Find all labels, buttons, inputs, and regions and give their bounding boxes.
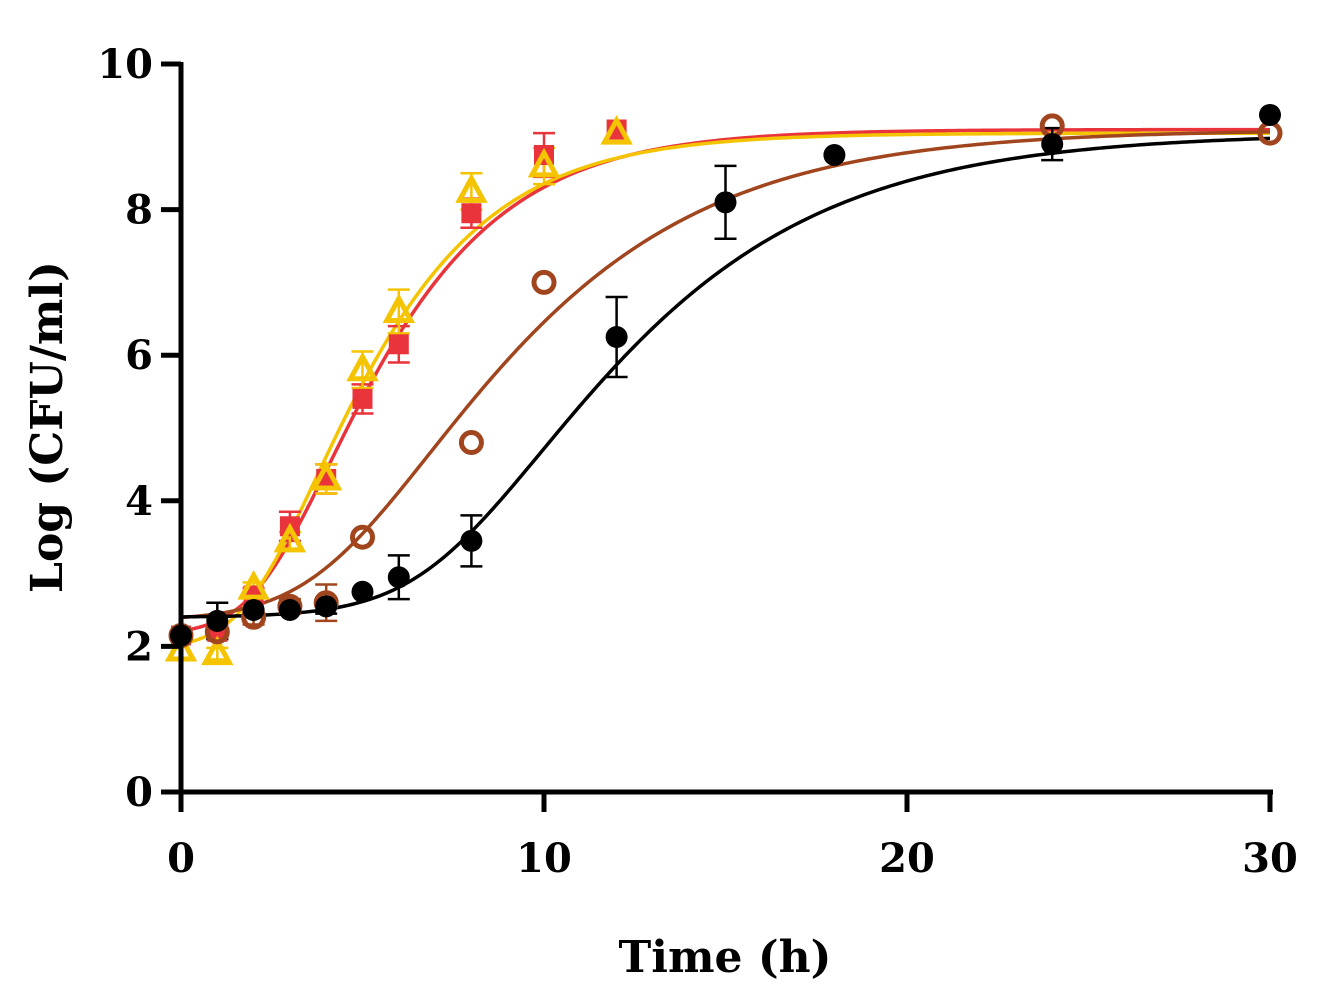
data-markers	[164, 103, 1283, 666]
data-point-black	[1041, 133, 1064, 156]
data-point-black	[605, 326, 628, 348]
data-point-black	[823, 144, 846, 166]
error-bars	[206, 126, 1064, 661]
data-point-black	[315, 595, 338, 618]
y-tick-label: 8	[125, 187, 153, 234]
data-point-yellow	[237, 569, 270, 600]
data-point-yellow	[201, 635, 234, 666]
data-point-red	[461, 203, 482, 224]
data-point-brown	[531, 269, 557, 295]
y-axis-title: Log (CFU/ml)	[22, 261, 73, 593]
x-tick-label: 30	[1242, 835, 1298, 882]
data-point-black	[1259, 103, 1281, 126]
y-tick-label: 0	[125, 769, 153, 816]
y-tick-label: 6	[125, 332, 153, 379]
x-tick-label: 0	[167, 835, 195, 882]
data-point-yellow	[527, 147, 561, 178]
y-tick-label: 4	[125, 478, 153, 525]
x-tick-label: 20	[879, 835, 935, 882]
data-point-red	[388, 334, 409, 355]
data-point-yellow	[382, 293, 416, 324]
x-tick-label: 10	[516, 835, 572, 882]
data-point-black	[714, 191, 737, 214]
data-point-black	[278, 599, 301, 621]
data-point-black	[460, 529, 483, 552]
y-tick-label: 2	[125, 623, 153, 670]
data-point-black	[242, 599, 265, 621]
data-point-yellow	[346, 351, 379, 382]
x-axis-title: Time (h)	[619, 932, 832, 983]
data-point-yellow	[600, 114, 633, 145]
data-point-brown	[458, 430, 484, 456]
data-point-yellow	[309, 460, 343, 491]
data-point-black	[206, 609, 229, 632]
data-point-black	[387, 566, 410, 589]
y-tick-label: 10	[97, 41, 153, 88]
data-point-yellow	[273, 522, 307, 553]
data-point-brown	[350, 524, 375, 550]
data-point-black	[351, 580, 374, 603]
axes: 0 2 4 6 8 10 0 10 20 30	[97, 41, 1298, 882]
data-point-red	[352, 388, 373, 409]
data-point-yellow	[455, 173, 488, 203]
